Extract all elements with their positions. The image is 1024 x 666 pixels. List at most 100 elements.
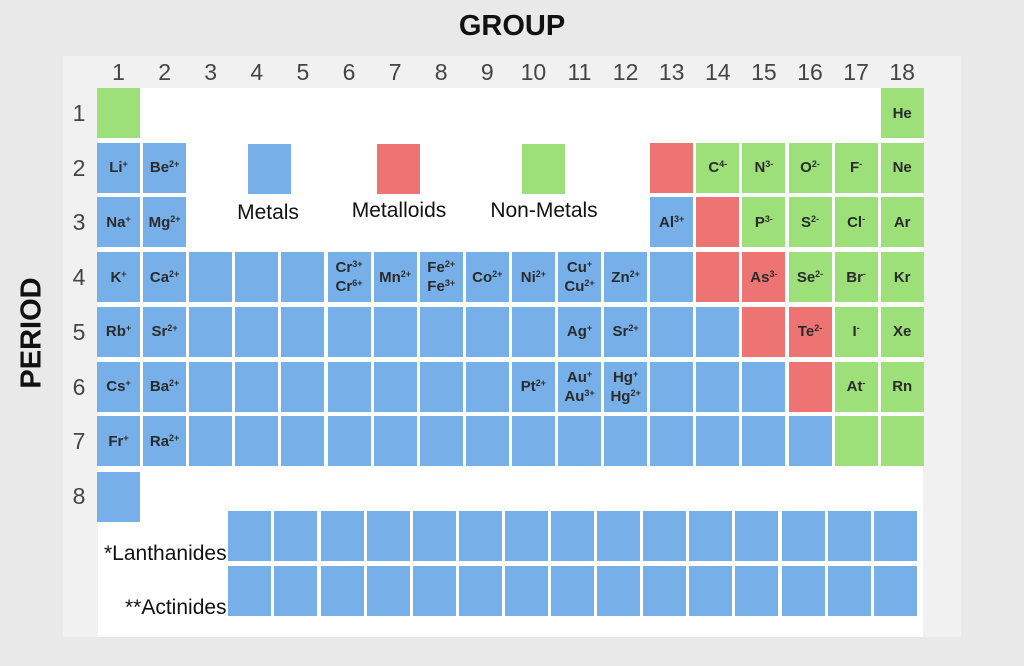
element-cell <box>235 306 279 357</box>
ion-label: S2- <box>801 213 819 232</box>
element-cell: Ba2+ <box>143 361 187 412</box>
element-cell: Li+ <box>97 142 140 193</box>
ion-charge: 2+ <box>535 268 547 279</box>
lanthanide-cell <box>597 511 641 561</box>
lanthanide-cell <box>504 511 548 561</box>
ion-symbol: Co <box>472 268 493 286</box>
element-cell <box>742 416 786 467</box>
ion-charge: 2+ <box>492 268 503 279</box>
ion-charge: 2+ <box>170 213 181 224</box>
element-cell: Kr <box>880 252 924 303</box>
period-number: 7 <box>72 428 86 455</box>
element-cell <box>189 306 233 357</box>
element-cell: Cs+ <box>97 361 140 412</box>
element-cell <box>511 306 555 357</box>
ion-symbol: Zn <box>611 268 630 286</box>
element-cell: Sr2+ <box>604 306 648 357</box>
ion-label: Au3+ <box>564 387 594 406</box>
element-cell: O2- <box>788 142 832 193</box>
ion-symbol: Sr <box>151 323 168 341</box>
ion-label: C4- <box>708 158 727 177</box>
element-cell <box>373 306 417 357</box>
ion-label: Ne <box>893 158 912 177</box>
ion-charge: 4- <box>719 159 728 170</box>
ion-label: Cr3+ <box>336 258 363 277</box>
ion-symbol: Cl <box>847 213 863 231</box>
element-cell: At- <box>834 361 878 412</box>
legend-swatch-non-metals <box>522 144 565 194</box>
element-cell: He <box>880 88 924 138</box>
ion-charge: + <box>122 159 128 170</box>
ion-charge: - <box>856 323 860 334</box>
ion-charge: 2- <box>811 213 820 224</box>
element-cell <box>419 306 463 357</box>
element-cell <box>465 416 509 467</box>
actinide-cell <box>412 566 456 616</box>
element-cell: Te2- <box>788 306 832 357</box>
ion-label: Hg+ <box>613 368 638 387</box>
element-cell <box>235 361 279 412</box>
element-cell <box>327 416 371 467</box>
ion-symbol: K <box>110 268 122 286</box>
ion-symbol: C <box>708 159 720 177</box>
element-cell: Rb+ <box>97 306 140 357</box>
element-cell <box>419 361 463 412</box>
ion-label: I- <box>853 322 860 341</box>
lanthanide-cell <box>781 511 825 561</box>
ion-symbol: Sr <box>612 323 629 341</box>
element-cell: I- <box>834 306 878 357</box>
element-cell: Fr+ <box>97 416 140 467</box>
ion-symbol: Xe <box>893 323 912 341</box>
element-cell: P3- <box>742 197 786 248</box>
ion-label: O2- <box>800 158 820 177</box>
ion-symbol: Li <box>109 159 123 177</box>
ion-symbol: Cu <box>566 259 587 277</box>
element-cell: Cl- <box>834 197 878 248</box>
ion-charge: - <box>862 268 866 279</box>
ion-label: He <box>893 104 912 123</box>
group-number: 12 <box>612 59 639 85</box>
ion-label: Kr <box>894 268 911 287</box>
actinide-cell <box>735 566 779 616</box>
element-cell <box>834 416 878 467</box>
ion-symbol: Cr <box>335 259 353 277</box>
element-cell <box>650 142 694 193</box>
period-number: 3 <box>72 209 86 236</box>
element-cell: N3- <box>742 142 786 193</box>
ion-symbol: O <box>800 159 812 177</box>
legend-label-metalloids: Metalloids <box>351 199 447 222</box>
element-cell: Se2- <box>788 252 832 303</box>
ion-symbol: As <box>750 268 770 286</box>
ion-label: Ni2+ <box>521 268 546 287</box>
element-cell <box>281 416 325 467</box>
ion-label: P3- <box>755 213 773 232</box>
ion-charge: + <box>125 323 132 334</box>
ion-label: Br- <box>846 268 866 287</box>
ion-symbol: P <box>754 213 765 231</box>
ion-symbol: At <box>846 378 863 395</box>
ion-symbol: I <box>852 323 857 341</box>
ion-charge: + <box>125 378 131 388</box>
actinides-label: **Actinides <box>125 596 227 619</box>
element-cell <box>419 416 463 467</box>
actinide-cell <box>551 566 594 616</box>
element-cell: Cr3+ Cr6+ <box>327 252 371 303</box>
element-cell: As3- <box>742 252 786 303</box>
ion-charge: + <box>586 323 593 334</box>
element-cell: C4- <box>696 142 740 193</box>
element-cell <box>696 306 740 357</box>
ion-symbol: Rb <box>105 323 126 341</box>
element-cell <box>189 361 233 412</box>
ion-charge: 3- <box>765 159 774 170</box>
lanthanide-cell <box>551 511 594 561</box>
ion-charge: 3+ <box>584 387 595 398</box>
ion-charge: + <box>125 213 131 224</box>
actinide-cell <box>643 566 687 616</box>
ion-charge: + <box>121 268 127 279</box>
ion-charge: 2- <box>815 268 824 279</box>
ion-symbol: Cr <box>335 278 353 296</box>
ion-charge: 2+ <box>584 278 595 289</box>
ion-label: Li+ <box>109 158 128 177</box>
element-cell <box>650 306 694 357</box>
ion-symbol: Rn <box>892 378 913 395</box>
